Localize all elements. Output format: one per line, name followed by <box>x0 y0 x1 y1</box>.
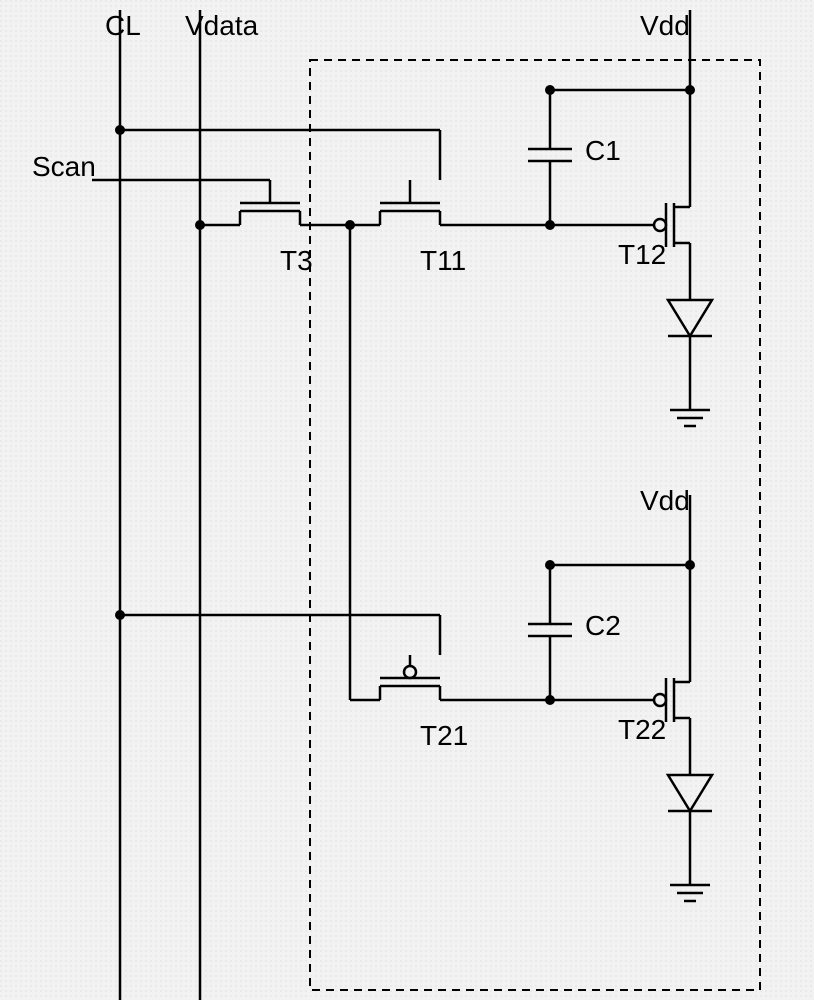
circuit-schematic: CL Vdata Vdd Vdd Scan T3 T11 T12 T21 T22 C1 C2 <box>0 0 814 1000</box>
label-Vdd2: Vdd <box>640 485 690 516</box>
label-C1: C1 <box>585 135 621 166</box>
label-C2: C2 <box>585 610 621 641</box>
label-T11: T11 <box>420 245 466 276</box>
label-T12: T12 <box>618 239 666 270</box>
subcircuit-box <box>310 60 760 990</box>
label-Vdata: Vdata <box>185 10 259 41</box>
label-Vdd1: Vdd <box>640 10 690 41</box>
label-CL: CL <box>105 10 141 41</box>
label-T22: T22 <box>618 714 666 745</box>
label-Scan: Scan <box>32 151 96 182</box>
label-T21: T21 <box>420 720 468 751</box>
label-T3: T3 <box>280 245 313 276</box>
